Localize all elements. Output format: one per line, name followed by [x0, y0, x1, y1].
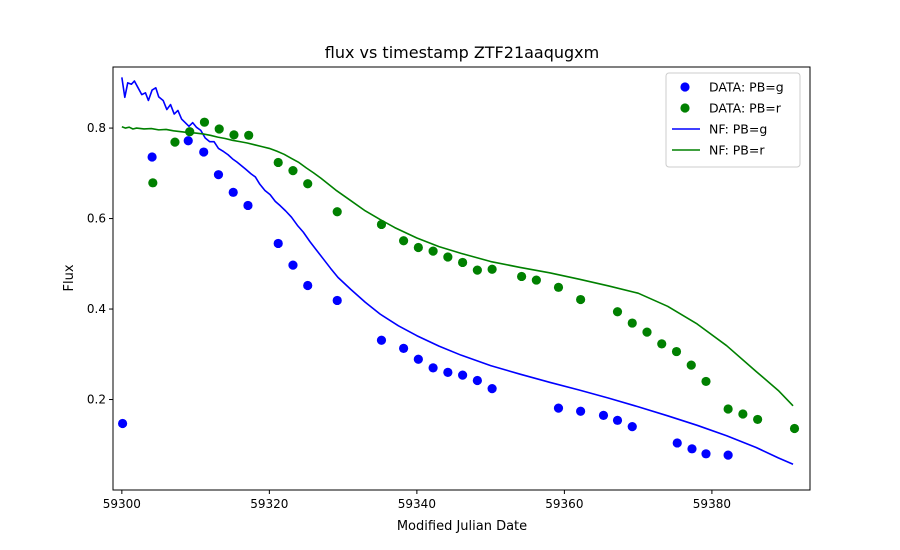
y-tick-label: 0.8 — [87, 121, 106, 135]
plot-area — [117, 77, 800, 465]
legend-entry-nf-pb-g: NF: PB=g — [672, 122, 767, 137]
legend-entry-data-pb-r: DATA: PB=r — [680, 101, 782, 116]
data-point-data-pb-g-26 — [701, 449, 711, 459]
data-point-data-pb-g-10 — [332, 295, 342, 306]
data-point-data-pb-r-13 — [413, 242, 423, 253]
data-point-data-pb-r-23 — [612, 307, 623, 317]
x-tick-label: 59300 — [103, 497, 141, 511]
data-point-data-pb-g-19 — [553, 403, 564, 413]
x-axis-label: Modified Julian Date — [397, 519, 527, 534]
data-point-data-pb-r-1 — [170, 137, 180, 147]
data-point-data-pb-r-19 — [517, 271, 527, 282]
data-point-data-pb-g-22 — [612, 415, 623, 425]
series-data-pb-g — [117, 136, 733, 460]
data-point-data-pb-r-24 — [627, 318, 637, 328]
y-tick-label: 0.6 — [87, 212, 106, 226]
data-point-data-pb-r-28 — [686, 360, 696, 370]
data-point-data-pb-r-22 — [576, 294, 586, 305]
data-point-data-pb-g-0 — [117, 418, 128, 429]
data-point-data-pb-r-6 — [244, 130, 254, 140]
data-point-data-pb-g-15 — [443, 367, 453, 377]
series-data-pb-r — [148, 117, 800, 434]
data-point-data-pb-r-26 — [657, 339, 667, 349]
legend-label: DATA: PB=g — [709, 80, 784, 95]
data-point-data-pb-r-14 — [428, 246, 438, 256]
data-point-data-pb-g-5 — [228, 187, 238, 197]
data-point-data-pb-g-7 — [273, 238, 283, 249]
data-point-data-pb-r-15 — [443, 252, 453, 262]
data-point-data-pb-g-23 — [627, 422, 637, 432]
legend: DATA: PB=g DATA: PB=r NF: PB=g NF: PB=r — [665, 72, 801, 168]
data-point-data-pb-g-21 — [598, 410, 609, 420]
legend-label: NF: PB=r — [709, 143, 765, 158]
data-point-data-pb-g-9 — [303, 280, 313, 291]
x-tick-label: 59320 — [250, 497, 288, 511]
data-point-data-pb-g-14 — [428, 363, 438, 373]
chart-title: flux vs timestamp ZTF21aaqugxm — [325, 43, 599, 62]
data-point-data-pb-r-30 — [723, 404, 733, 414]
legend-label: DATA: PB=r — [709, 101, 782, 116]
x-tick-label: 59380 — [693, 497, 731, 511]
y-tick-label: 0.2 — [87, 393, 106, 407]
data-point-data-pb-g-20 — [576, 406, 586, 416]
data-point-data-pb-r-0 — [148, 178, 158, 188]
data-point-data-pb-r-9 — [303, 179, 313, 189]
data-point-data-pb-g-24 — [672, 438, 682, 448]
x-tick-label: 59340 — [398, 497, 436, 511]
axes-frame — [112, 66, 811, 491]
data-point-data-pb-r-21 — [553, 282, 564, 292]
data-point-data-pb-g-25 — [687, 444, 697, 454]
data-point-data-pb-r-8 — [288, 166, 298, 176]
data-point-data-pb-r-29 — [701, 376, 711, 387]
legend-marker — [680, 82, 690, 92]
legend-box — [665, 72, 801, 168]
data-point-data-pb-g-13 — [413, 354, 423, 364]
data-point-data-pb-r-25 — [642, 327, 652, 337]
data-point-data-pb-r-32 — [753, 414, 763, 425]
legend-label: NF: PB=g — [709, 122, 767, 137]
data-point-data-pb-r-20 — [531, 275, 541, 285]
data-point-data-pb-g-6 — [243, 200, 253, 211]
data-point-data-pb-r-2 — [185, 127, 195, 137]
y-tick-label: 0.4 — [87, 302, 106, 316]
data-point-data-pb-g-1 — [147, 152, 157, 162]
x-tick-label: 59360 — [545, 497, 583, 511]
legend-marker — [680, 103, 690, 113]
data-point-data-pb-r-7 — [273, 157, 283, 168]
data-point-data-pb-r-27 — [671, 346, 682, 357]
data-point-data-pb-r-33 — [789, 423, 800, 434]
data-point-data-pb-r-4 — [214, 124, 224, 134]
data-point-data-pb-r-18 — [487, 264, 497, 274]
series-line-nf-pb-g — [121, 77, 794, 465]
data-point-data-pb-g-4 — [213, 170, 224, 180]
series-line-nf-pb-r — [121, 125, 794, 407]
data-point-data-pb-g-17 — [472, 375, 482, 386]
data-point-data-pb-r-16 — [458, 257, 468, 268]
legend-entry-data-pb-g: DATA: PB=g — [680, 80, 784, 95]
data-point-data-pb-g-27 — [723, 450, 733, 460]
data-point-data-pb-r-31 — [738, 409, 748, 419]
data-point-data-pb-g-8 — [288, 260, 298, 270]
data-point-data-pb-r-3 — [199, 117, 210, 127]
data-point-data-pb-g-12 — [399, 343, 409, 353]
data-point-data-pb-g-3 — [199, 147, 209, 157]
data-point-data-pb-r-17 — [472, 265, 482, 275]
data-point-data-pb-r-12 — [399, 236, 409, 246]
data-point-data-pb-r-10 — [332, 207, 342, 217]
axes: 59300 59320 59340 59360 59380 0.2 0.4 0.6 0.8 — [87, 66, 811, 511]
data-point-data-pb-g-11 — [376, 335, 387, 345]
data-point-data-pb-g-16 — [458, 370, 468, 380]
data-point-data-pb-g-2 — [183, 136, 193, 146]
data-point-data-pb-g-18 — [487, 384, 497, 394]
legend-entry-nf-pb-r: NF: PB=r — [672, 143, 765, 158]
data-point-data-pb-r-5 — [229, 130, 239, 140]
y-axis-label: Flux — [62, 264, 77, 291]
